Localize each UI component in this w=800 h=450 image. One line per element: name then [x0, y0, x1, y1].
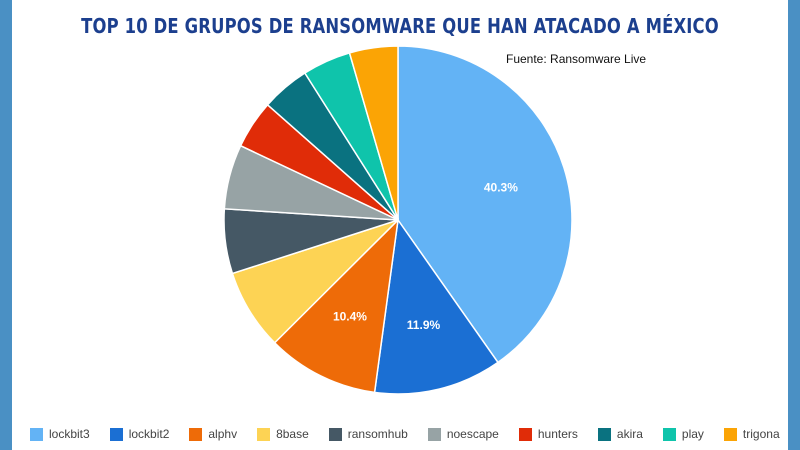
pie-slice-labels: 40.3% 11.9% 10.4%	[333, 181, 518, 332]
legend-item-akira[interactable]: akira	[597, 427, 643, 441]
legend-label: trigona	[742, 427, 780, 441]
chart-title: TOP 10 DE GRUPOS DE RANSOMWARE QUE HAN A…	[81, 14, 719, 38]
legend-swatch	[109, 427, 123, 441]
legend-label: ransomhub	[347, 427, 408, 441]
legend-swatch	[30, 427, 43, 441]
legend-item-play[interactable]: play	[662, 427, 704, 441]
pie-slice-lockbit2	[373, 218, 500, 395]
slice-label-lockbit3: 40.3%	[484, 181, 518, 195]
legend-item-hunters[interactable]: hunters	[518, 427, 578, 441]
legend-swatch	[597, 427, 611, 441]
pie-slice-alphv	[273, 217, 400, 394]
legend-swatch	[518, 427, 532, 441]
legend-swatch	[723, 427, 737, 441]
legend-label: noescape	[446, 427, 499, 441]
legend-item-lockbit3[interactable]: lockbit3	[30, 427, 90, 441]
slice-label-lockbit2: 11.9%	[407, 318, 441, 332]
legend-item-alphv[interactable]: alphv	[189, 427, 237, 441]
pie-slice-trigona	[348, 45, 399, 221]
legend-label: play	[681, 427, 704, 441]
legend-item-8base[interactable]: 8base	[257, 427, 309, 441]
legend-swatch	[257, 427, 271, 441]
legend-item-ransomhub[interactable]: ransomhub	[328, 427, 408, 441]
pie-slices	[223, 45, 573, 395]
legend-swatch	[662, 427, 676, 441]
legend-item-lockbit2[interactable]: lockbit2	[109, 427, 170, 441]
legend-swatch	[328, 427, 342, 441]
slice-label-alphv: 10.4%	[333, 310, 367, 324]
legend-label: hunters	[537, 427, 578, 441]
legend-item-noescape[interactable]: noescape	[427, 427, 499, 441]
legend-swatch	[427, 427, 441, 441]
legend-label: lockbit2	[128, 427, 170, 441]
legend-label: 8base	[276, 427, 309, 441]
pie-chart: 40.3% 11.9% 10.4%	[223, 45, 573, 395]
pie-slice-lockbit3	[397, 45, 573, 364]
chart-source: Fuente: Ransomware Live	[506, 52, 647, 66]
legend-label: akira	[616, 427, 643, 441]
legend-label: alphv	[208, 427, 238, 441]
legend-swatch	[189, 427, 203, 441]
legend-label: lockbit3	[49, 427, 90, 441]
chart-legend: lockbit3 lockbit2 alphv 8base ransomhub noesc…	[30, 425, 780, 443]
legend-item-trigona[interactable]: trigona	[723, 427, 780, 441]
